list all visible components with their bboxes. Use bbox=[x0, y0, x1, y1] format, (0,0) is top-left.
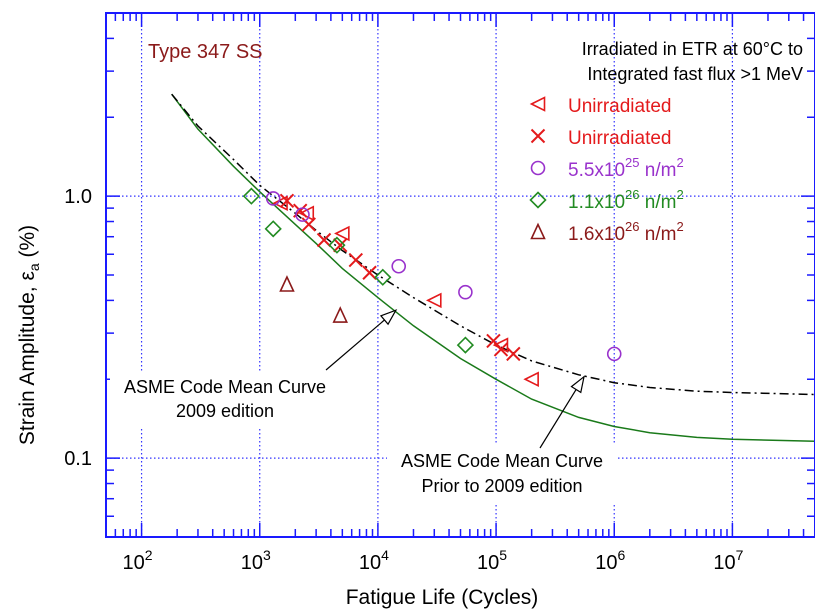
legend-marker-triangle-up bbox=[530, 222, 546, 240]
data-point-x bbox=[333, 237, 348, 253]
x-tick-label: 103 bbox=[241, 547, 271, 574]
data-point-circle bbox=[295, 207, 310, 222]
data-point-triangle-left bbox=[523, 371, 539, 388]
annotation-background bbox=[110, 371, 340, 429]
legend-label-unit: n/m bbox=[640, 224, 677, 245]
x-tick-exponent: 4 bbox=[381, 547, 389, 563]
data-point-x bbox=[362, 265, 377, 280]
y-axis-label-sub: a bbox=[26, 263, 42, 271]
legend-label-base: 1.6x10 bbox=[568, 224, 625, 245]
x-tick-exponent: 5 bbox=[499, 547, 507, 563]
legend-label-base: 1.1x10 bbox=[568, 192, 625, 213]
data-point-triangle-up bbox=[279, 275, 295, 292]
data-point-x bbox=[493, 342, 509, 357]
x-tick-exponent: 3 bbox=[263, 547, 271, 563]
annotation-text: Prior to 2009 edition bbox=[421, 476, 582, 496]
legend-label: Unirradiated bbox=[568, 128, 672, 149]
y-tick-label: 1.0 bbox=[64, 186, 92, 208]
legend-label-sup: 2 bbox=[676, 187, 683, 202]
x-tick-exponent: 7 bbox=[736, 547, 744, 563]
legend-label: 1.6x1026 n/m2 bbox=[568, 219, 684, 245]
legend-label: 5.5x1025 n/m2 bbox=[568, 155, 684, 181]
legend-label-sup: 2 bbox=[676, 219, 683, 234]
annotation-background bbox=[387, 445, 617, 503]
x-tick-mantissa: 10 bbox=[123, 552, 145, 574]
x-tick-label: 107 bbox=[713, 547, 743, 574]
data-point-triangle-left bbox=[425, 292, 442, 309]
annotation-arrow-head bbox=[379, 309, 398, 326]
x-tick-exponent: 2 bbox=[145, 547, 153, 563]
legend-label-unit: n/m bbox=[640, 160, 677, 181]
data-point-x bbox=[301, 217, 316, 232]
material-label: Type 347 SS bbox=[148, 41, 263, 63]
data-point-diamond bbox=[264, 220, 282, 238]
data-points bbox=[242, 187, 622, 388]
legend-label-exp: 26 bbox=[625, 219, 639, 234]
legend-label: 1.1x1026 n/m2 bbox=[568, 187, 684, 213]
data-point-circle bbox=[458, 284, 473, 300]
annotation-text: ASME Code Mean Curve bbox=[124, 377, 326, 397]
data-point-x bbox=[316, 232, 332, 248]
legend-header-line-1: Irradiated in ETR at 60°C to bbox=[582, 39, 803, 59]
legend-label-exp: 26 bbox=[625, 187, 639, 202]
annotation-text: ASME Code Mean Curve bbox=[401, 451, 603, 471]
legend-label-base: 5.5x10 bbox=[568, 160, 625, 181]
data-point-diamond bbox=[456, 336, 475, 354]
plot-frame bbox=[105, 12, 815, 538]
x-tick-label: 104 bbox=[359, 547, 389, 574]
data-point-triangle-up bbox=[332, 306, 348, 323]
x-tick-mantissa: 10 bbox=[241, 552, 263, 574]
y-axis-label-main: Strain Amplitude, ε bbox=[16, 271, 39, 445]
x-tick-mantissa: 10 bbox=[595, 552, 617, 574]
prior-2009-mean-curve bbox=[171, 93, 815, 396]
legend-label-sup: 2 bbox=[676, 155, 683, 170]
data-point-diamond bbox=[328, 236, 346, 254]
legend-label-unit: n/m bbox=[640, 192, 677, 213]
data-point-x bbox=[506, 346, 521, 362]
x-tick-exponent: 6 bbox=[617, 547, 625, 563]
mean-curves bbox=[171, 93, 815, 442]
legend-label-exp: 25 bbox=[625, 155, 639, 170]
x-tick-mantissa: 10 bbox=[477, 552, 499, 574]
annotation-arrow-head bbox=[570, 375, 585, 394]
data-point-circle bbox=[265, 191, 281, 206]
y-axis-label-unit: (%) bbox=[16, 225, 39, 264]
annotations: ASME Code Mean Curve 2009 edition ASME Cod… bbox=[110, 309, 617, 503]
data-point-diamond bbox=[374, 268, 392, 286]
legend-marker-diamond bbox=[529, 191, 547, 209]
legend-label: Unirradiated bbox=[568, 96, 672, 117]
data-point-circle bbox=[391, 258, 407, 274]
x-tick-label: 102 bbox=[123, 547, 153, 574]
x-tick-label: 106 bbox=[595, 547, 625, 574]
y-axis-label: Strain Amplitude, εa (%) bbox=[16, 225, 42, 445]
legend-marker-triangle-left bbox=[529, 96, 546, 112]
legend-header-line-2: Integrated fast flux >1 MeV bbox=[587, 64, 803, 84]
x-tick-mantissa: 10 bbox=[359, 552, 381, 574]
data-point-triangle-left bbox=[334, 225, 350, 242]
x-axis-label: Fatigue Life (Cycles) bbox=[346, 586, 539, 609]
y-tick-label: 0.1 bbox=[64, 448, 92, 470]
data-point-diamond bbox=[242, 187, 261, 205]
x-tick-mantissa: 10 bbox=[713, 552, 735, 574]
x-tick-label: 105 bbox=[477, 547, 507, 574]
data-point-x bbox=[279, 193, 295, 208]
annotation-text: 2009 edition bbox=[176, 401, 274, 421]
legend-marker-circle bbox=[530, 160, 546, 176]
legend-marker-x bbox=[530, 128, 546, 144]
asme-2009-mean-curve bbox=[171, 93, 815, 442]
data-point-x bbox=[348, 252, 364, 268]
data-point-circle bbox=[606, 346, 622, 362]
